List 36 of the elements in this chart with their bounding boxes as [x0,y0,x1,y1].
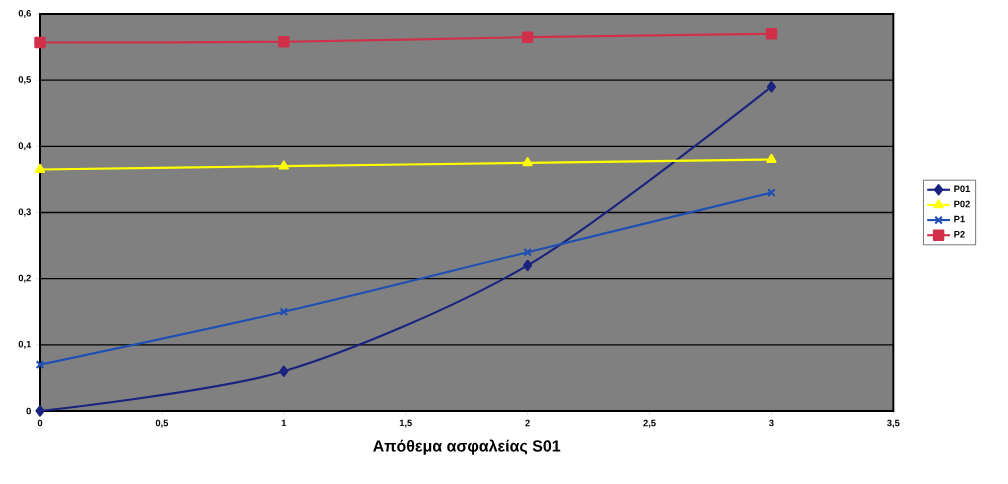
x-tick-label: 2 [525,419,530,427]
x-tick-label: 1,5 [399,419,412,428]
y-tick-label: 0 [26,407,31,415]
point [278,36,290,48]
y-tick-label: 0,5 [18,76,32,85]
x-tick-label: 2,5 [643,419,656,428]
point [35,360,45,370]
point [523,247,532,257]
y-tick-label: 0,2 [18,274,31,283]
point [279,365,289,378]
x-tick-label: 3 [769,419,774,427]
x-tick-label: 0,5 [155,419,169,428]
point [766,81,776,93]
legend-label: P1 [954,215,965,223]
y-tick-label: 0,4 [18,142,32,151]
x-axis-title: Απόθεμα ασφαλείας S01 [373,439,561,455]
legend-label: P01 [954,185,971,193]
y-tick-label: 0,1 [18,340,32,349]
x-tick-label: 3,5 [887,419,900,428]
point [34,163,46,173]
point [279,307,289,317]
legend-label: P02 [954,200,970,208]
y-tick-label: 0,3 [18,208,31,217]
point [521,31,534,43]
point [766,153,777,163]
legend-label: P2 [954,230,965,238]
point [767,188,776,198]
point [34,36,46,49]
y-tick-label: 0,6 [18,10,31,18]
point [35,405,45,417]
point [278,160,289,170]
x-tick-label: 0 [37,419,43,427]
x-tick-label: 1 [281,419,287,427]
point [765,28,778,40]
point [522,157,533,167]
point [523,259,533,272]
